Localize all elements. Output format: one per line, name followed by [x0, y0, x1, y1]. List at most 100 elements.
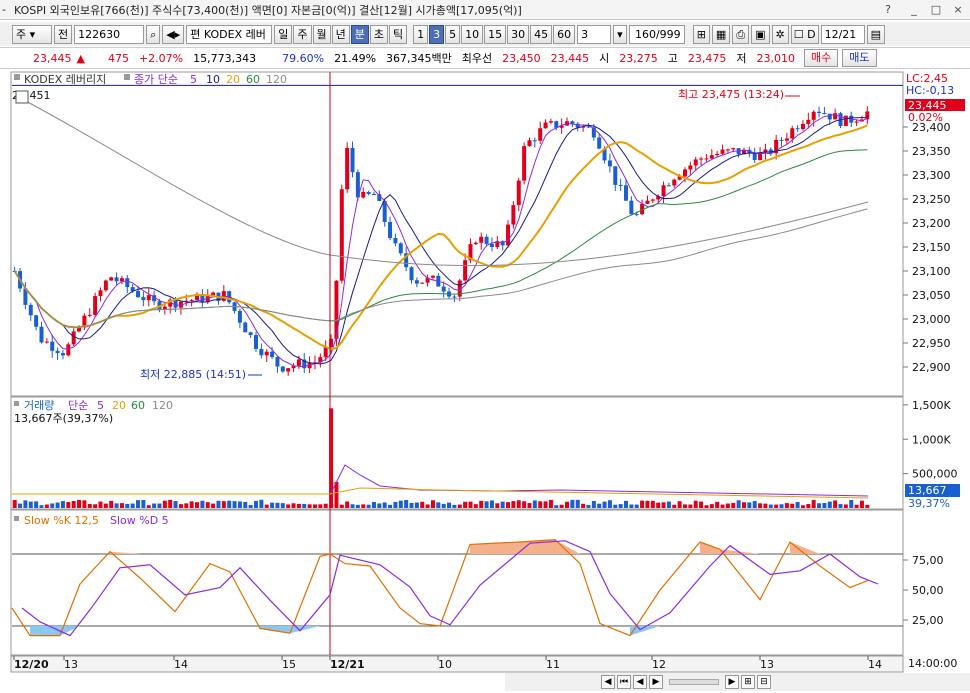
current-price-tag-pct: 0.02%	[908, 111, 943, 124]
title-prefix: -	[2, 3, 6, 16]
settings-icon[interactable]: ✲	[771, 24, 789, 44]
tab-minute-10[interactable]: 10	[461, 24, 484, 44]
tab-period-2[interactable]: 월	[312, 24, 331, 44]
candle-body	[184, 300, 189, 302]
candle-body	[393, 237, 398, 244]
candle-body	[607, 160, 612, 167]
candle-body	[414, 280, 419, 284]
scroll-track[interactable]	[669, 679, 719, 685]
volume-bar	[409, 503, 414, 508]
stock-name-field[interactable]: 편 KODEX 레버	[186, 24, 273, 44]
candle-body	[725, 149, 730, 151]
scroll-first-button[interactable]: ⏮	[617, 675, 631, 689]
prev-button[interactable]: 전	[54, 24, 73, 44]
scroll-left-button[interactable]: ◀	[601, 675, 615, 689]
volume-bar	[511, 501, 516, 508]
volume-bar	[280, 503, 285, 508]
volume-bar	[811, 500, 816, 508]
xaxis-label: 13	[760, 658, 774, 671]
volume-bar	[23, 500, 28, 508]
candle-body	[613, 166, 618, 185]
tab-period-6[interactable]: 틱	[389, 24, 408, 44]
tab-minute-15[interactable]: 15	[484, 24, 507, 44]
calendar-icon[interactable]: ▤	[866, 24, 885, 44]
volume-bar	[800, 505, 805, 508]
search-icon[interactable]: ⌕	[146, 24, 161, 44]
volume-bar	[768, 504, 773, 508]
period-type-select[interactable]: 주 ▾	[12, 24, 52, 44]
calculator-icon[interactable]	[15, 90, 29, 104]
close-button[interactable]: ×	[953, 3, 963, 16]
maximize-button[interactable]: □	[930, 3, 942, 16]
lc-label: LC:2,45	[906, 72, 948, 85]
candle-body	[532, 140, 537, 142]
interval-input[interactable]: 3	[577, 24, 612, 44]
tab-period-1[interactable]: 주	[293, 24, 312, 44]
stock-code-input[interactable]: 122630	[74, 24, 145, 44]
volume-bar	[216, 500, 221, 508]
candle-body	[559, 125, 564, 128]
tab-minute-60[interactable]: 60	[553, 24, 576, 44]
volume-bar	[661, 502, 666, 508]
minimize-button[interactable]: _	[911, 3, 917, 16]
tab-minute-45[interactable]: 45	[530, 24, 553, 44]
candle-body	[195, 294, 200, 300]
scroll-right-button[interactable]: ▶	[725, 675, 739, 689]
candle-body	[522, 146, 527, 181]
price-panel	[12, 72, 903, 655]
zoom-in-icon[interactable]: ⊞	[741, 675, 755, 689]
volume-bar	[178, 504, 183, 508]
volume-value: 15,773,343	[193, 51, 257, 65]
candle-body	[779, 139, 784, 141]
current-volume-pct: 39,37%	[908, 497, 950, 510]
volume-bar	[586, 504, 591, 508]
volume-panel	[12, 408, 870, 508]
tab-period-5[interactable]: 초	[369, 24, 389, 44]
tab-period-4[interactable]: 분	[350, 24, 369, 44]
buy-button[interactable]: 매수	[804, 49, 839, 67]
volume-bar	[833, 500, 838, 508]
zoom-out-icon[interactable]: ⊟	[757, 675, 771, 689]
tab-minute-3[interactable]: 3	[429, 24, 445, 44]
sound-icon[interactable]: ◀▸	[162, 24, 185, 44]
candle-body	[34, 315, 39, 327]
tab-period-3[interactable]: 년	[331, 24, 350, 44]
xaxis-time-label: 14:00:00	[908, 657, 957, 670]
help-button[interactable]: ?	[885, 3, 891, 16]
xaxis-label: 11	[546, 658, 560, 671]
volume-bar	[624, 500, 629, 508]
save-icon[interactable]: ▣	[751, 24, 770, 44]
tab-minute-30[interactable]: 30	[507, 24, 530, 44]
tab-minute-1[interactable]: 1	[413, 24, 429, 44]
volume-bar	[404, 500, 409, 508]
stock-chart[interactable]: KODEX 레버리지 종가 단순 5 10 20 60 120 23,451 L…	[0, 70, 970, 673]
grid-icon[interactable]: ▦	[711, 24, 731, 44]
count-input[interactable]: 160/999	[628, 24, 685, 44]
current-volume-tag	[905, 484, 960, 497]
tab-period-0[interactable]: 일	[274, 24, 293, 44]
sell-button[interactable]: 매도	[842, 49, 877, 67]
chevron-down-icon[interactable]: ▾	[613, 24, 627, 44]
volume-axis-label: 500,000	[912, 468, 958, 481]
tab-minute-5[interactable]: 5	[445, 24, 461, 44]
date-checkbox[interactable]: ☐ D	[790, 24, 819, 44]
volume-bar	[420, 501, 425, 508]
scroll-prev-button[interactable]: ◀	[633, 675, 647, 689]
scroll-next-button[interactable]: ▶	[649, 675, 663, 689]
volume-bar	[103, 503, 108, 508]
volume-bar	[468, 501, 473, 508]
chart-tool-icon[interactable]: ⊞	[692, 24, 710, 44]
price-axis-label: 23,350	[912, 145, 951, 158]
print-icon[interactable]: ⎙	[732, 24, 750, 44]
volume-bar	[227, 500, 232, 508]
volume-bar	[741, 502, 746, 508]
date-input[interactable]: 12/21	[820, 24, 865, 44]
volume-bar	[752, 501, 757, 508]
volume-bar	[532, 500, 537, 508]
volume-bar	[720, 504, 725, 508]
price-axis-label: 23,000	[912, 313, 951, 326]
stochastic-panel	[11, 538, 903, 637]
candle-body	[200, 294, 205, 303]
candle-body	[398, 243, 403, 254]
